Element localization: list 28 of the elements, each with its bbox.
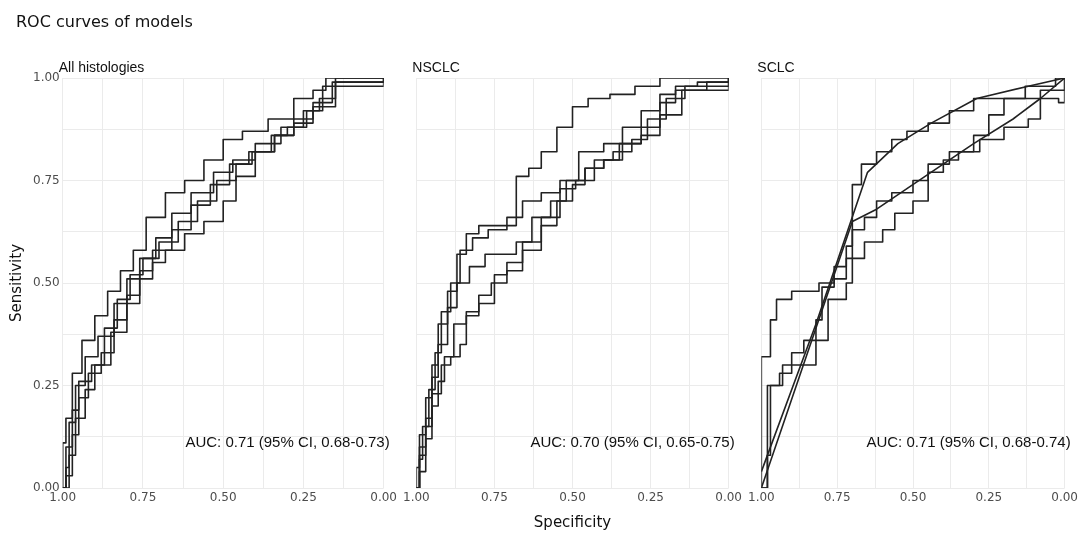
x-axis-title: Specificity	[533, 512, 612, 531]
y-tick-label: 0.75	[33, 172, 60, 187]
x-tick-label: 0.25	[975, 490, 1003, 505]
chart-title: ROC curves of models	[16, 12, 193, 31]
annotation: AUC: 0.70 (95% CI, 0.65-0.75)	[530, 433, 735, 451]
chart-subtitle: NSCLC	[412, 58, 460, 75]
annotation: AUC: 0.71 (95% CI, 0.68-0.74)	[866, 433, 1071, 451]
x-tick-label: 0.00	[1051, 490, 1078, 505]
chart-subtitle: All histologies	[58, 58, 145, 75]
y-tick-label: 0.50	[33, 275, 60, 290]
x-tick-label: 1.00	[748, 490, 775, 505]
x-tick-label: 0.25	[290, 490, 317, 505]
x-tick-label: 0.75	[823, 490, 851, 505]
x-tick-label: 0.50	[899, 490, 927, 505]
x-tick-label: 1.00	[403, 490, 430, 505]
x-tick-label: 0.50	[559, 490, 586, 505]
x-tick-label: 1.00	[49, 490, 77, 505]
y-tick-label: 0.25	[33, 377, 60, 392]
x-tick-label: 0.25	[637, 490, 664, 505]
x-tick-label: 0.00	[715, 490, 742, 505]
x-tick-label: 0.50	[209, 490, 237, 505]
x-tick-label: 0.75	[481, 490, 508, 505]
y-tick-label: 1.00	[33, 70, 60, 85]
x-tick-label: 0.00	[370, 490, 397, 505]
x-tick-label: 0.75	[129, 490, 157, 505]
annotation: AUC: 0.71 (95% CI, 0.68-0.73)	[185, 433, 390, 451]
chart-subtitle: SCLC	[757, 58, 795, 75]
y-axis-title: Sensitivity	[6, 243, 25, 323]
